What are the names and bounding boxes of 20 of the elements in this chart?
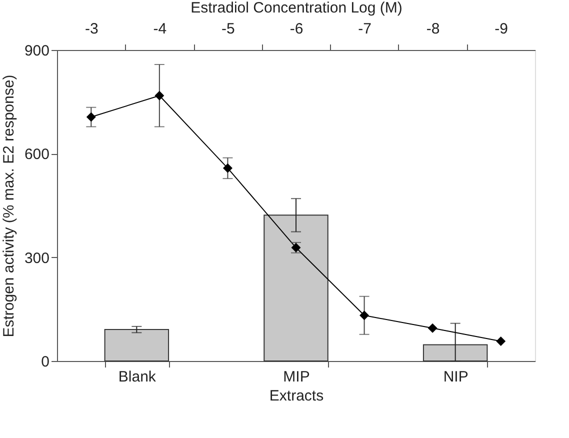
bar — [264, 214, 328, 362]
y-tick-label: 600 — [24, 146, 50, 164]
y-tick-label: 900 — [24, 42, 50, 60]
x2-tick-label: -9 — [494, 20, 508, 38]
x-axis-title: Extracts — [269, 388, 324, 404]
x2-tick-label: -3 — [84, 20, 98, 38]
x2-tick-label: -5 — [222, 20, 235, 38]
x-tick-label: MIP — [283, 368, 310, 386]
x-tick-label: NIP — [443, 368, 468, 386]
y-tick-label: 0 — [41, 354, 50, 370]
y-axis-title: Estrogen activity (% max. E2 response) — [0, 74, 18, 338]
bar — [422, 344, 488, 362]
x-tick-label: Blank — [118, 368, 156, 386]
y-tick-label: 300 — [24, 250, 50, 267]
x2-tick-label: -4 — [153, 20, 167, 38]
x2-tick-label: -6 — [290, 20, 304, 38]
bar — [104, 329, 170, 362]
x2-tick-label: -8 — [426, 20, 440, 38]
x2-tick-label: -7 — [358, 20, 372, 38]
x2-axis-title: Estradiol Concentration Log (M) — [190, 0, 402, 16]
